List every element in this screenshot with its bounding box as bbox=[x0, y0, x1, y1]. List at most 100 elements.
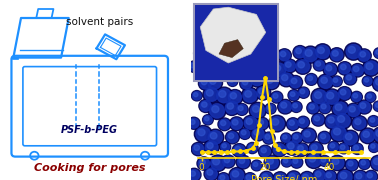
Circle shape bbox=[263, 132, 275, 144]
Circle shape bbox=[295, 143, 309, 156]
Circle shape bbox=[345, 43, 363, 60]
Circle shape bbox=[280, 73, 293, 86]
Circle shape bbox=[231, 118, 243, 129]
Circle shape bbox=[370, 155, 378, 171]
Circle shape bbox=[332, 51, 338, 56]
Circle shape bbox=[221, 45, 238, 61]
Circle shape bbox=[360, 128, 376, 144]
Circle shape bbox=[360, 103, 366, 108]
Circle shape bbox=[202, 58, 216, 72]
Circle shape bbox=[215, 87, 233, 104]
Circle shape bbox=[309, 156, 316, 162]
Circle shape bbox=[365, 92, 376, 102]
Circle shape bbox=[272, 63, 286, 76]
Circle shape bbox=[221, 121, 226, 126]
Circle shape bbox=[347, 105, 360, 117]
Circle shape bbox=[353, 170, 368, 180]
Circle shape bbox=[224, 100, 240, 115]
Circle shape bbox=[246, 142, 258, 154]
Text: PSF-b-PEG: PSF-b-PEG bbox=[61, 125, 118, 135]
Circle shape bbox=[353, 144, 362, 153]
Circle shape bbox=[240, 129, 250, 138]
Circle shape bbox=[253, 106, 259, 112]
Circle shape bbox=[348, 46, 355, 53]
Circle shape bbox=[357, 100, 372, 114]
Circle shape bbox=[319, 102, 331, 114]
Circle shape bbox=[338, 143, 350, 154]
Circle shape bbox=[332, 101, 349, 117]
Circle shape bbox=[341, 64, 346, 70]
Circle shape bbox=[372, 157, 378, 170]
Circle shape bbox=[227, 132, 238, 143]
Circle shape bbox=[308, 103, 318, 113]
Circle shape bbox=[207, 129, 224, 146]
Circle shape bbox=[280, 51, 286, 57]
Circle shape bbox=[221, 63, 226, 67]
Circle shape bbox=[229, 78, 234, 82]
Circle shape bbox=[325, 90, 339, 104]
Circle shape bbox=[311, 145, 317, 150]
Circle shape bbox=[307, 102, 319, 114]
Circle shape bbox=[374, 102, 378, 111]
Circle shape bbox=[319, 156, 330, 167]
Circle shape bbox=[353, 66, 359, 72]
Circle shape bbox=[354, 172, 366, 180]
Circle shape bbox=[222, 144, 226, 148]
Circle shape bbox=[270, 117, 284, 130]
Circle shape bbox=[251, 73, 264, 86]
Circle shape bbox=[286, 141, 299, 154]
Circle shape bbox=[266, 50, 274, 57]
Circle shape bbox=[354, 145, 358, 150]
Text: Cooking for pores: Cooking for pores bbox=[34, 163, 146, 173]
Circle shape bbox=[227, 76, 238, 86]
Circle shape bbox=[337, 169, 353, 180]
Circle shape bbox=[288, 172, 300, 180]
Circle shape bbox=[235, 62, 240, 66]
Circle shape bbox=[352, 116, 367, 131]
Circle shape bbox=[279, 101, 291, 113]
Circle shape bbox=[191, 142, 205, 156]
Circle shape bbox=[250, 46, 264, 59]
Circle shape bbox=[204, 167, 218, 180]
Circle shape bbox=[331, 76, 342, 87]
Circle shape bbox=[197, 157, 211, 170]
Circle shape bbox=[299, 119, 305, 123]
Circle shape bbox=[288, 143, 294, 149]
Circle shape bbox=[207, 170, 213, 175]
Circle shape bbox=[308, 142, 323, 156]
Circle shape bbox=[251, 127, 265, 141]
Circle shape bbox=[242, 87, 259, 104]
Circle shape bbox=[198, 158, 210, 169]
Circle shape bbox=[360, 52, 366, 57]
Circle shape bbox=[335, 104, 342, 111]
Circle shape bbox=[376, 50, 378, 54]
Circle shape bbox=[205, 61, 211, 67]
Circle shape bbox=[219, 91, 226, 97]
Circle shape bbox=[263, 74, 280, 90]
Circle shape bbox=[290, 174, 295, 179]
Circle shape bbox=[358, 101, 370, 113]
Circle shape bbox=[194, 46, 209, 61]
Circle shape bbox=[319, 75, 332, 88]
Circle shape bbox=[374, 77, 378, 90]
Circle shape bbox=[314, 116, 320, 121]
Circle shape bbox=[311, 113, 325, 126]
Circle shape bbox=[300, 89, 305, 94]
Circle shape bbox=[333, 158, 339, 165]
Polygon shape bbox=[200, 7, 266, 63]
Circle shape bbox=[256, 85, 271, 100]
Circle shape bbox=[274, 173, 286, 180]
Circle shape bbox=[235, 146, 241, 152]
Circle shape bbox=[208, 102, 226, 120]
Circle shape bbox=[217, 173, 230, 180]
Circle shape bbox=[298, 62, 305, 68]
Circle shape bbox=[278, 99, 293, 114]
Circle shape bbox=[346, 44, 361, 59]
Circle shape bbox=[367, 173, 372, 178]
Circle shape bbox=[305, 50, 312, 56]
Circle shape bbox=[198, 129, 205, 136]
Circle shape bbox=[229, 168, 245, 180]
Circle shape bbox=[265, 134, 270, 139]
Circle shape bbox=[220, 62, 229, 71]
Circle shape bbox=[283, 59, 297, 73]
